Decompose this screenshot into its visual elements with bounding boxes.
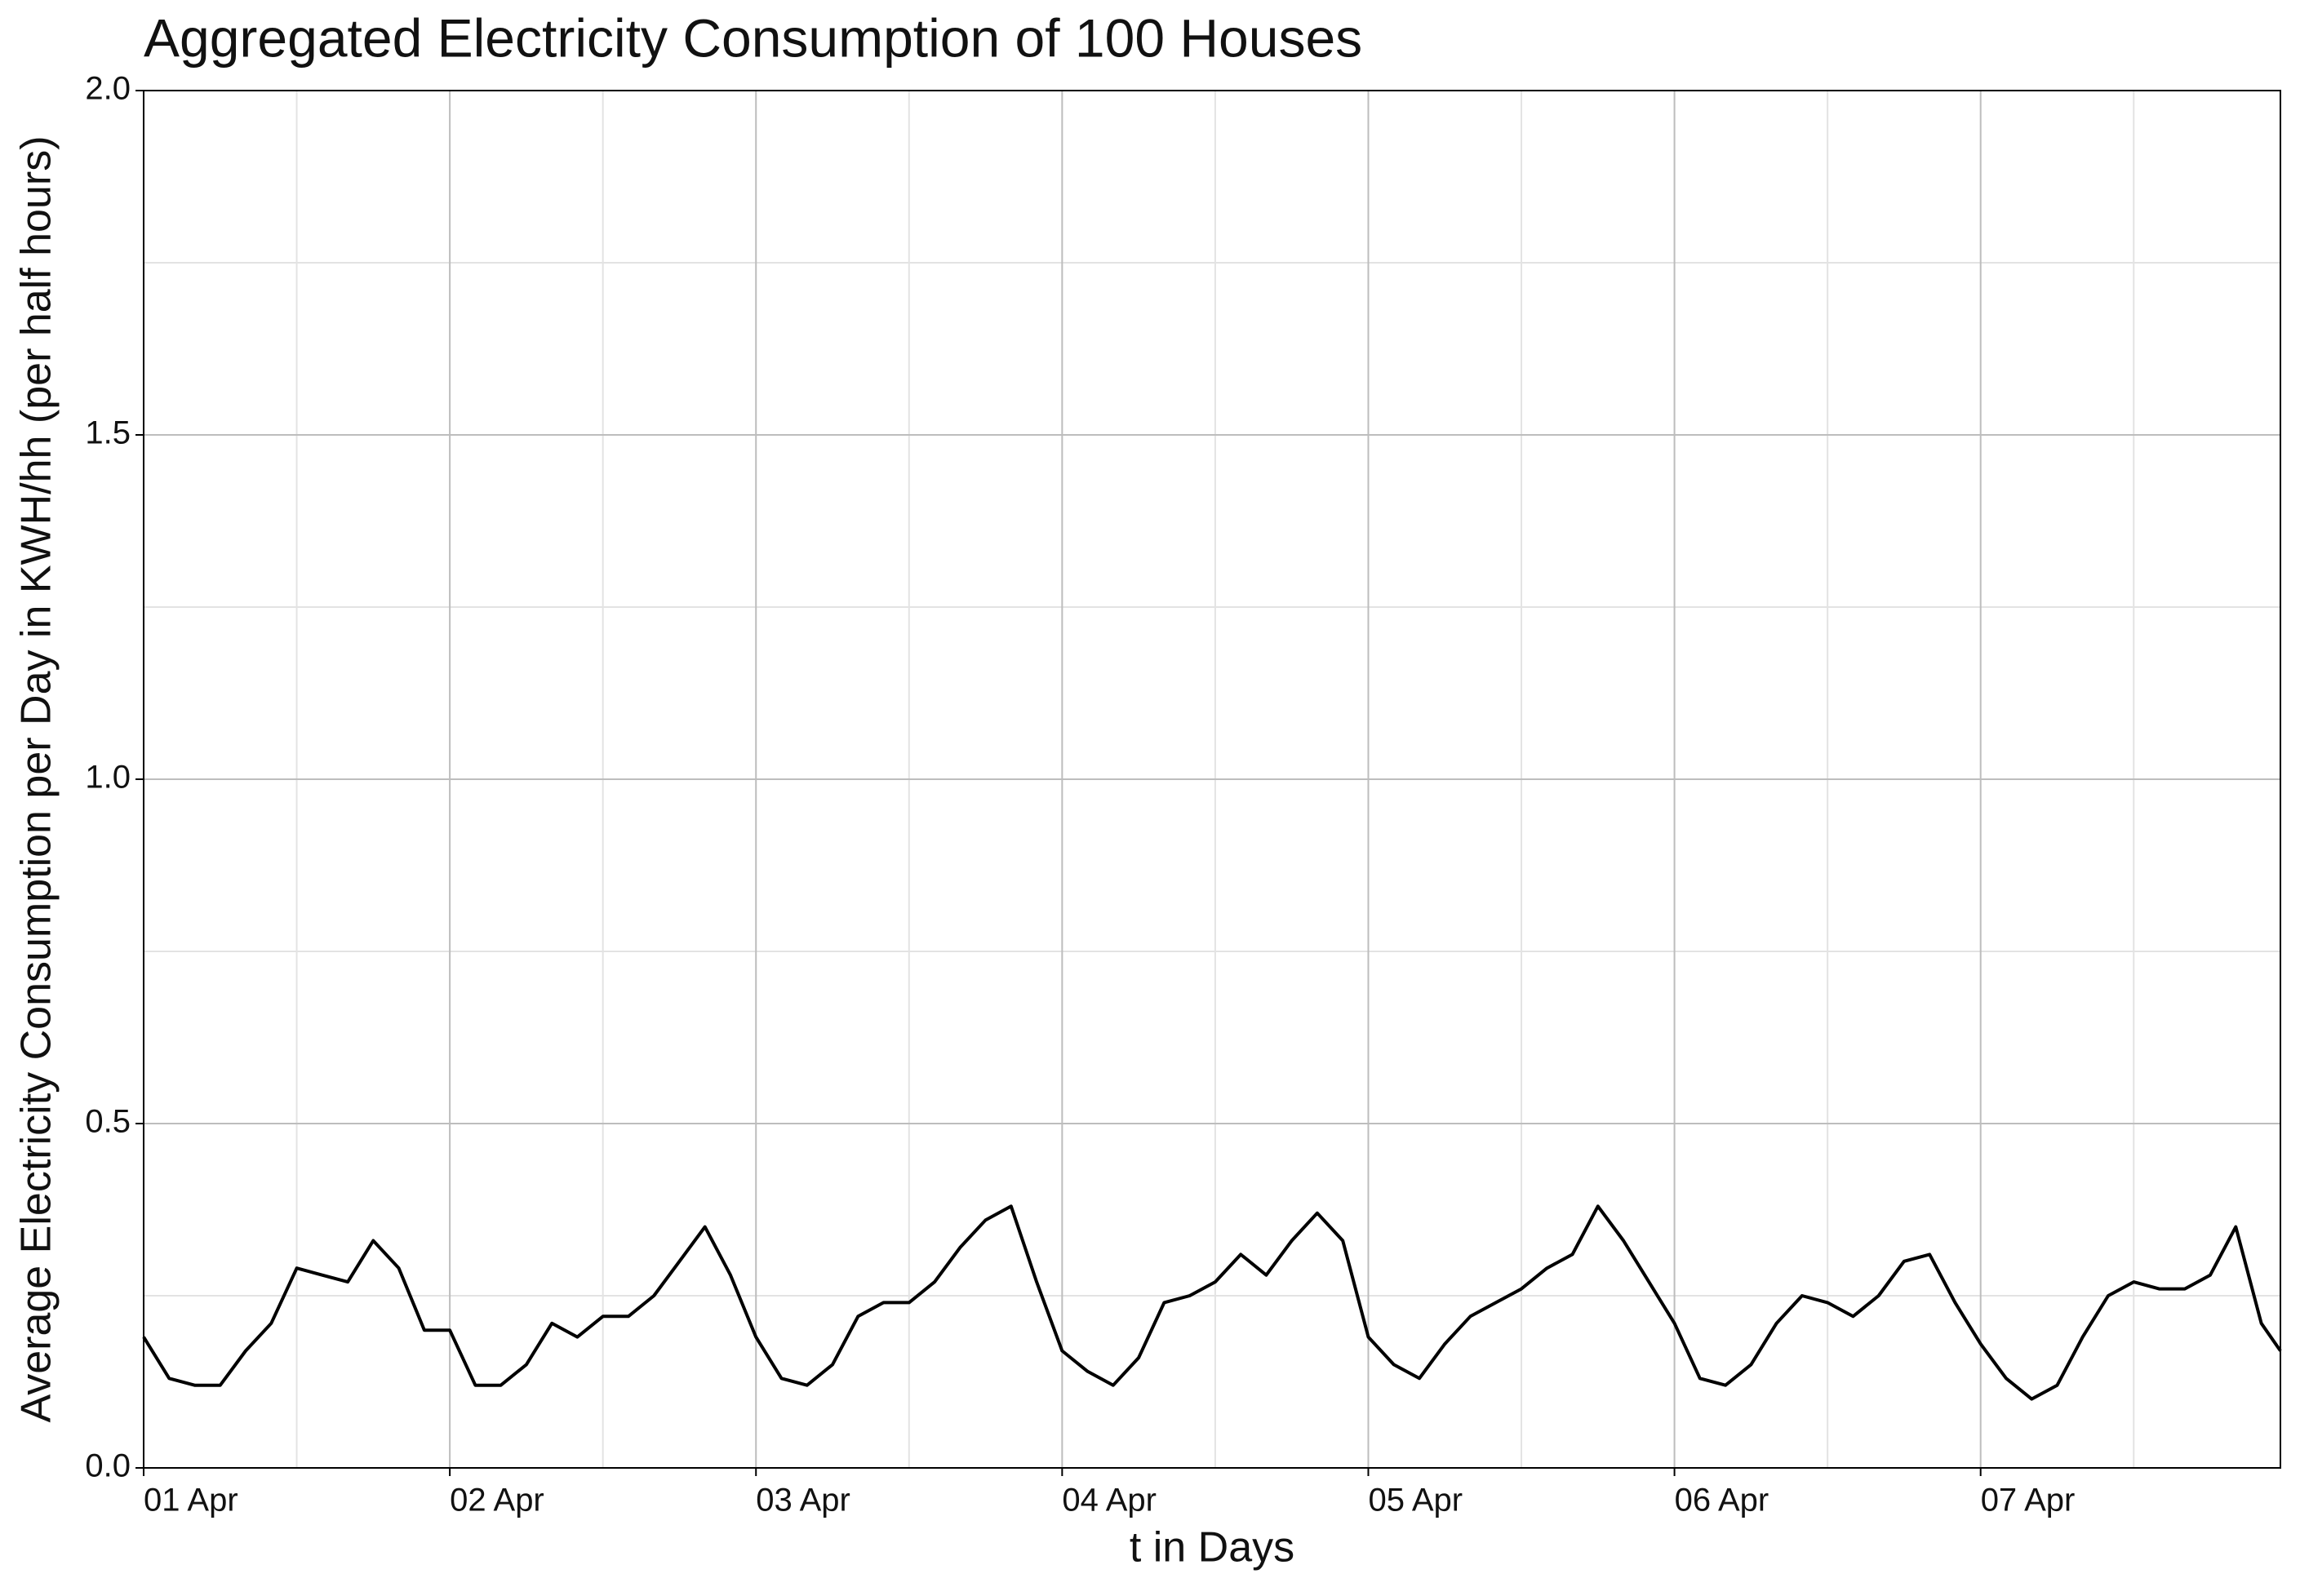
plot-frame [143, 90, 2281, 1469]
x-tick-label: 01 Apr [144, 1483, 238, 1518]
x-tick-label: 05 Apr [1368, 1483, 1463, 1518]
x-axis-title: t in Days [1130, 1524, 1294, 1572]
y-axis-title: Average Electricity Consumption per Day … [13, 135, 60, 1422]
y-tick-label: 2.0 [85, 71, 131, 107]
x-tick-label: 02 Apr [450, 1483, 544, 1518]
x-tick-label: 07 Apr [1981, 1483, 2076, 1518]
y-tick-label: 1.5 [85, 415, 131, 451]
y-tick-label: 0.5 [85, 1104, 131, 1140]
x-tick-label: 04 Apr [1062, 1483, 1157, 1518]
series-line [142, 1204, 2282, 1401]
chart-title: Aggregated Electricity Consumption of 10… [144, 7, 1362, 68]
y-tick-label: 1.0 [85, 760, 131, 796]
y-tick-label: 0.0 [85, 1448, 131, 1484]
x-tick-label: 06 Apr [1675, 1483, 1769, 1518]
x-tick-label: 03 Apr [756, 1483, 850, 1518]
